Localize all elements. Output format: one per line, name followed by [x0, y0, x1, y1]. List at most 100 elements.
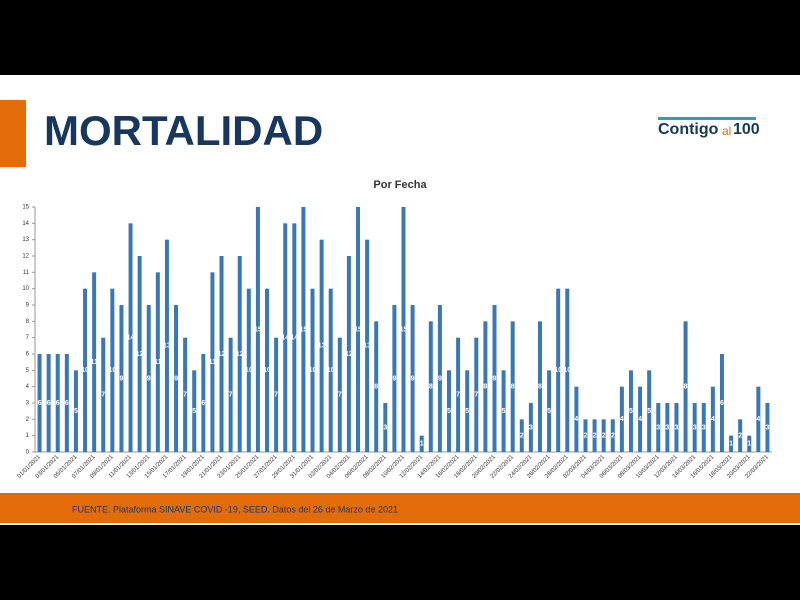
logo-text: 100	[733, 121, 760, 138]
bar	[183, 337, 188, 452]
bar	[255, 207, 260, 452]
data-label: 9	[392, 375, 396, 382]
bar	[128, 223, 133, 452]
data-label: 5	[547, 408, 551, 415]
data-label: 4	[638, 416, 642, 423]
data-label: 15	[354, 326, 362, 333]
bar	[519, 419, 524, 452]
data-label: 2	[584, 433, 588, 440]
bar	[101, 337, 106, 452]
data-label: 11	[209, 359, 217, 366]
bar	[710, 386, 715, 452]
data-label: 5	[74, 408, 78, 415]
data-label: 14	[127, 335, 135, 342]
data-label: 12	[218, 351, 226, 358]
data-label: 10	[245, 367, 253, 374]
bar	[283, 223, 288, 452]
bar	[210, 272, 215, 452]
bar	[619, 386, 624, 452]
bar	[756, 386, 761, 452]
y-tick-label: 7	[26, 335, 30, 341]
data-label: 4	[756, 416, 760, 423]
bar	[738, 419, 743, 452]
bar	[356, 207, 361, 452]
bar	[401, 207, 406, 452]
data-label: 11	[154, 359, 162, 366]
data-label: 3	[693, 424, 697, 431]
bar	[537, 321, 542, 452]
data-label: 8	[538, 384, 542, 391]
bar	[301, 207, 306, 452]
logo-stripe	[658, 117, 756, 120]
data-label: 2	[593, 433, 597, 440]
footer-source: FUENTE. Plataforma SINAVE COVID -19, SEE…	[72, 504, 398, 514]
y-tick-label: 5	[26, 368, 30, 374]
data-label: 12	[136, 351, 144, 358]
data-label: 9	[174, 375, 178, 382]
bar	[83, 288, 88, 452]
data-label: 7	[456, 392, 460, 399]
bar	[428, 321, 433, 452]
bar	[510, 321, 515, 452]
bar	[765, 403, 770, 452]
data-label: 10	[563, 367, 571, 374]
data-label: 8	[483, 384, 487, 391]
bar	[647, 370, 652, 452]
data-label: 4	[574, 416, 578, 423]
data-label: 6	[38, 400, 42, 407]
data-label: 12	[345, 351, 353, 358]
data-label: 3	[529, 424, 533, 431]
data-label: 15	[400, 326, 408, 333]
data-label: 6	[720, 400, 724, 407]
data-label: 7	[338, 392, 342, 399]
bar	[319, 239, 324, 452]
data-label: 5	[465, 408, 469, 415]
bar	[174, 305, 179, 452]
y-tick-label: 9	[26, 303, 30, 309]
data-label: 11	[90, 359, 98, 366]
bar	[483, 321, 488, 452]
bar	[110, 288, 115, 452]
bar	[328, 288, 333, 452]
data-label: 3	[665, 424, 669, 431]
data-label: 3	[765, 424, 769, 431]
data-label: 13	[318, 343, 326, 350]
bar	[719, 354, 724, 452]
bar	[374, 321, 379, 452]
data-label: 7	[274, 392, 278, 399]
data-label: 4	[711, 416, 715, 423]
data-label: 9	[438, 375, 442, 382]
bar	[747, 435, 752, 452]
data-label: 7	[183, 392, 187, 399]
bar	[246, 288, 251, 452]
bar	[456, 337, 461, 452]
y-tick-label: 10	[22, 286, 29, 292]
data-label: 4	[620, 416, 624, 423]
data-label: 3	[702, 424, 706, 431]
bar	[701, 403, 706, 452]
data-label: 3	[383, 424, 387, 431]
data-label: 8	[429, 384, 433, 391]
data-label: 6	[47, 400, 51, 407]
data-label: 10	[309, 367, 317, 374]
bar	[292, 223, 297, 452]
bar	[73, 370, 78, 452]
bar	[656, 403, 661, 452]
bar	[164, 239, 169, 452]
data-label: 2	[520, 433, 524, 440]
bar	[410, 305, 415, 452]
bar	[383, 403, 388, 452]
bar	[628, 370, 633, 452]
data-label: 5	[502, 408, 506, 415]
data-label: 12	[236, 351, 244, 358]
y-tick-label: 6	[26, 352, 30, 358]
bar	[46, 354, 51, 452]
bar	[665, 403, 670, 452]
data-label: 14	[290, 335, 298, 342]
data-label: 7	[229, 392, 233, 399]
y-tick-label: 14	[22, 221, 29, 227]
y-tick-label: 8	[26, 319, 30, 325]
logo-text: Contigo	[658, 121, 719, 138]
bar	[547, 370, 552, 452]
